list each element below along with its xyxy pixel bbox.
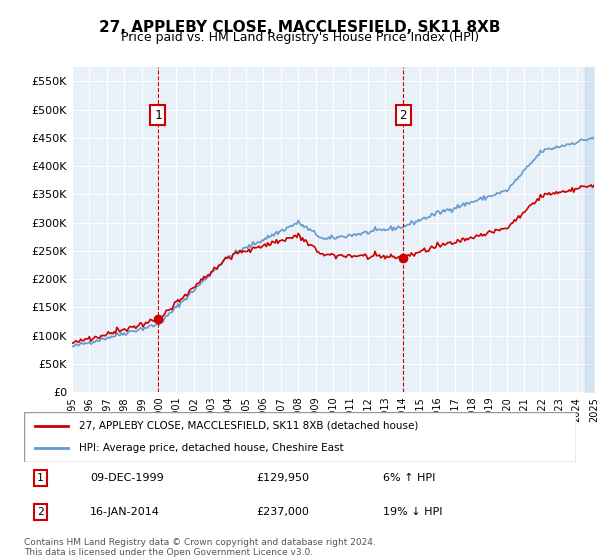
- Text: 2: 2: [400, 109, 407, 122]
- Text: 1: 1: [37, 473, 44, 483]
- Text: Contains HM Land Registry data © Crown copyright and database right 2024.
This d: Contains HM Land Registry data © Crown c…: [24, 538, 376, 557]
- Text: 19% ↓ HPI: 19% ↓ HPI: [383, 507, 442, 517]
- Text: HPI: Average price, detached house, Cheshire East: HPI: Average price, detached house, Ches…: [79, 443, 344, 453]
- Text: 27, APPLEBY CLOSE, MACCLESFIELD, SK11 8XB: 27, APPLEBY CLOSE, MACCLESFIELD, SK11 8X…: [99, 20, 501, 35]
- Text: Price paid vs. HM Land Registry's House Price Index (HPI): Price paid vs. HM Land Registry's House …: [121, 31, 479, 44]
- Text: 16-JAN-2014: 16-JAN-2014: [90, 507, 160, 517]
- Text: £129,950: £129,950: [256, 473, 309, 483]
- Text: 2: 2: [37, 507, 44, 517]
- Text: 09-DEC-1999: 09-DEC-1999: [90, 473, 164, 483]
- FancyBboxPatch shape: [24, 412, 576, 462]
- Text: 27, APPLEBY CLOSE, MACCLESFIELD, SK11 8XB (detached house): 27, APPLEBY CLOSE, MACCLESFIELD, SK11 8X…: [79, 421, 419, 431]
- Text: 6% ↑ HPI: 6% ↑ HPI: [383, 473, 435, 483]
- Text: £237,000: £237,000: [256, 507, 309, 517]
- Text: 1: 1: [154, 109, 162, 122]
